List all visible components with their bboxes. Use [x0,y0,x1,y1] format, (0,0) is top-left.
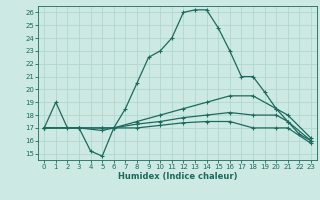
X-axis label: Humidex (Indice chaleur): Humidex (Indice chaleur) [118,172,237,181]
